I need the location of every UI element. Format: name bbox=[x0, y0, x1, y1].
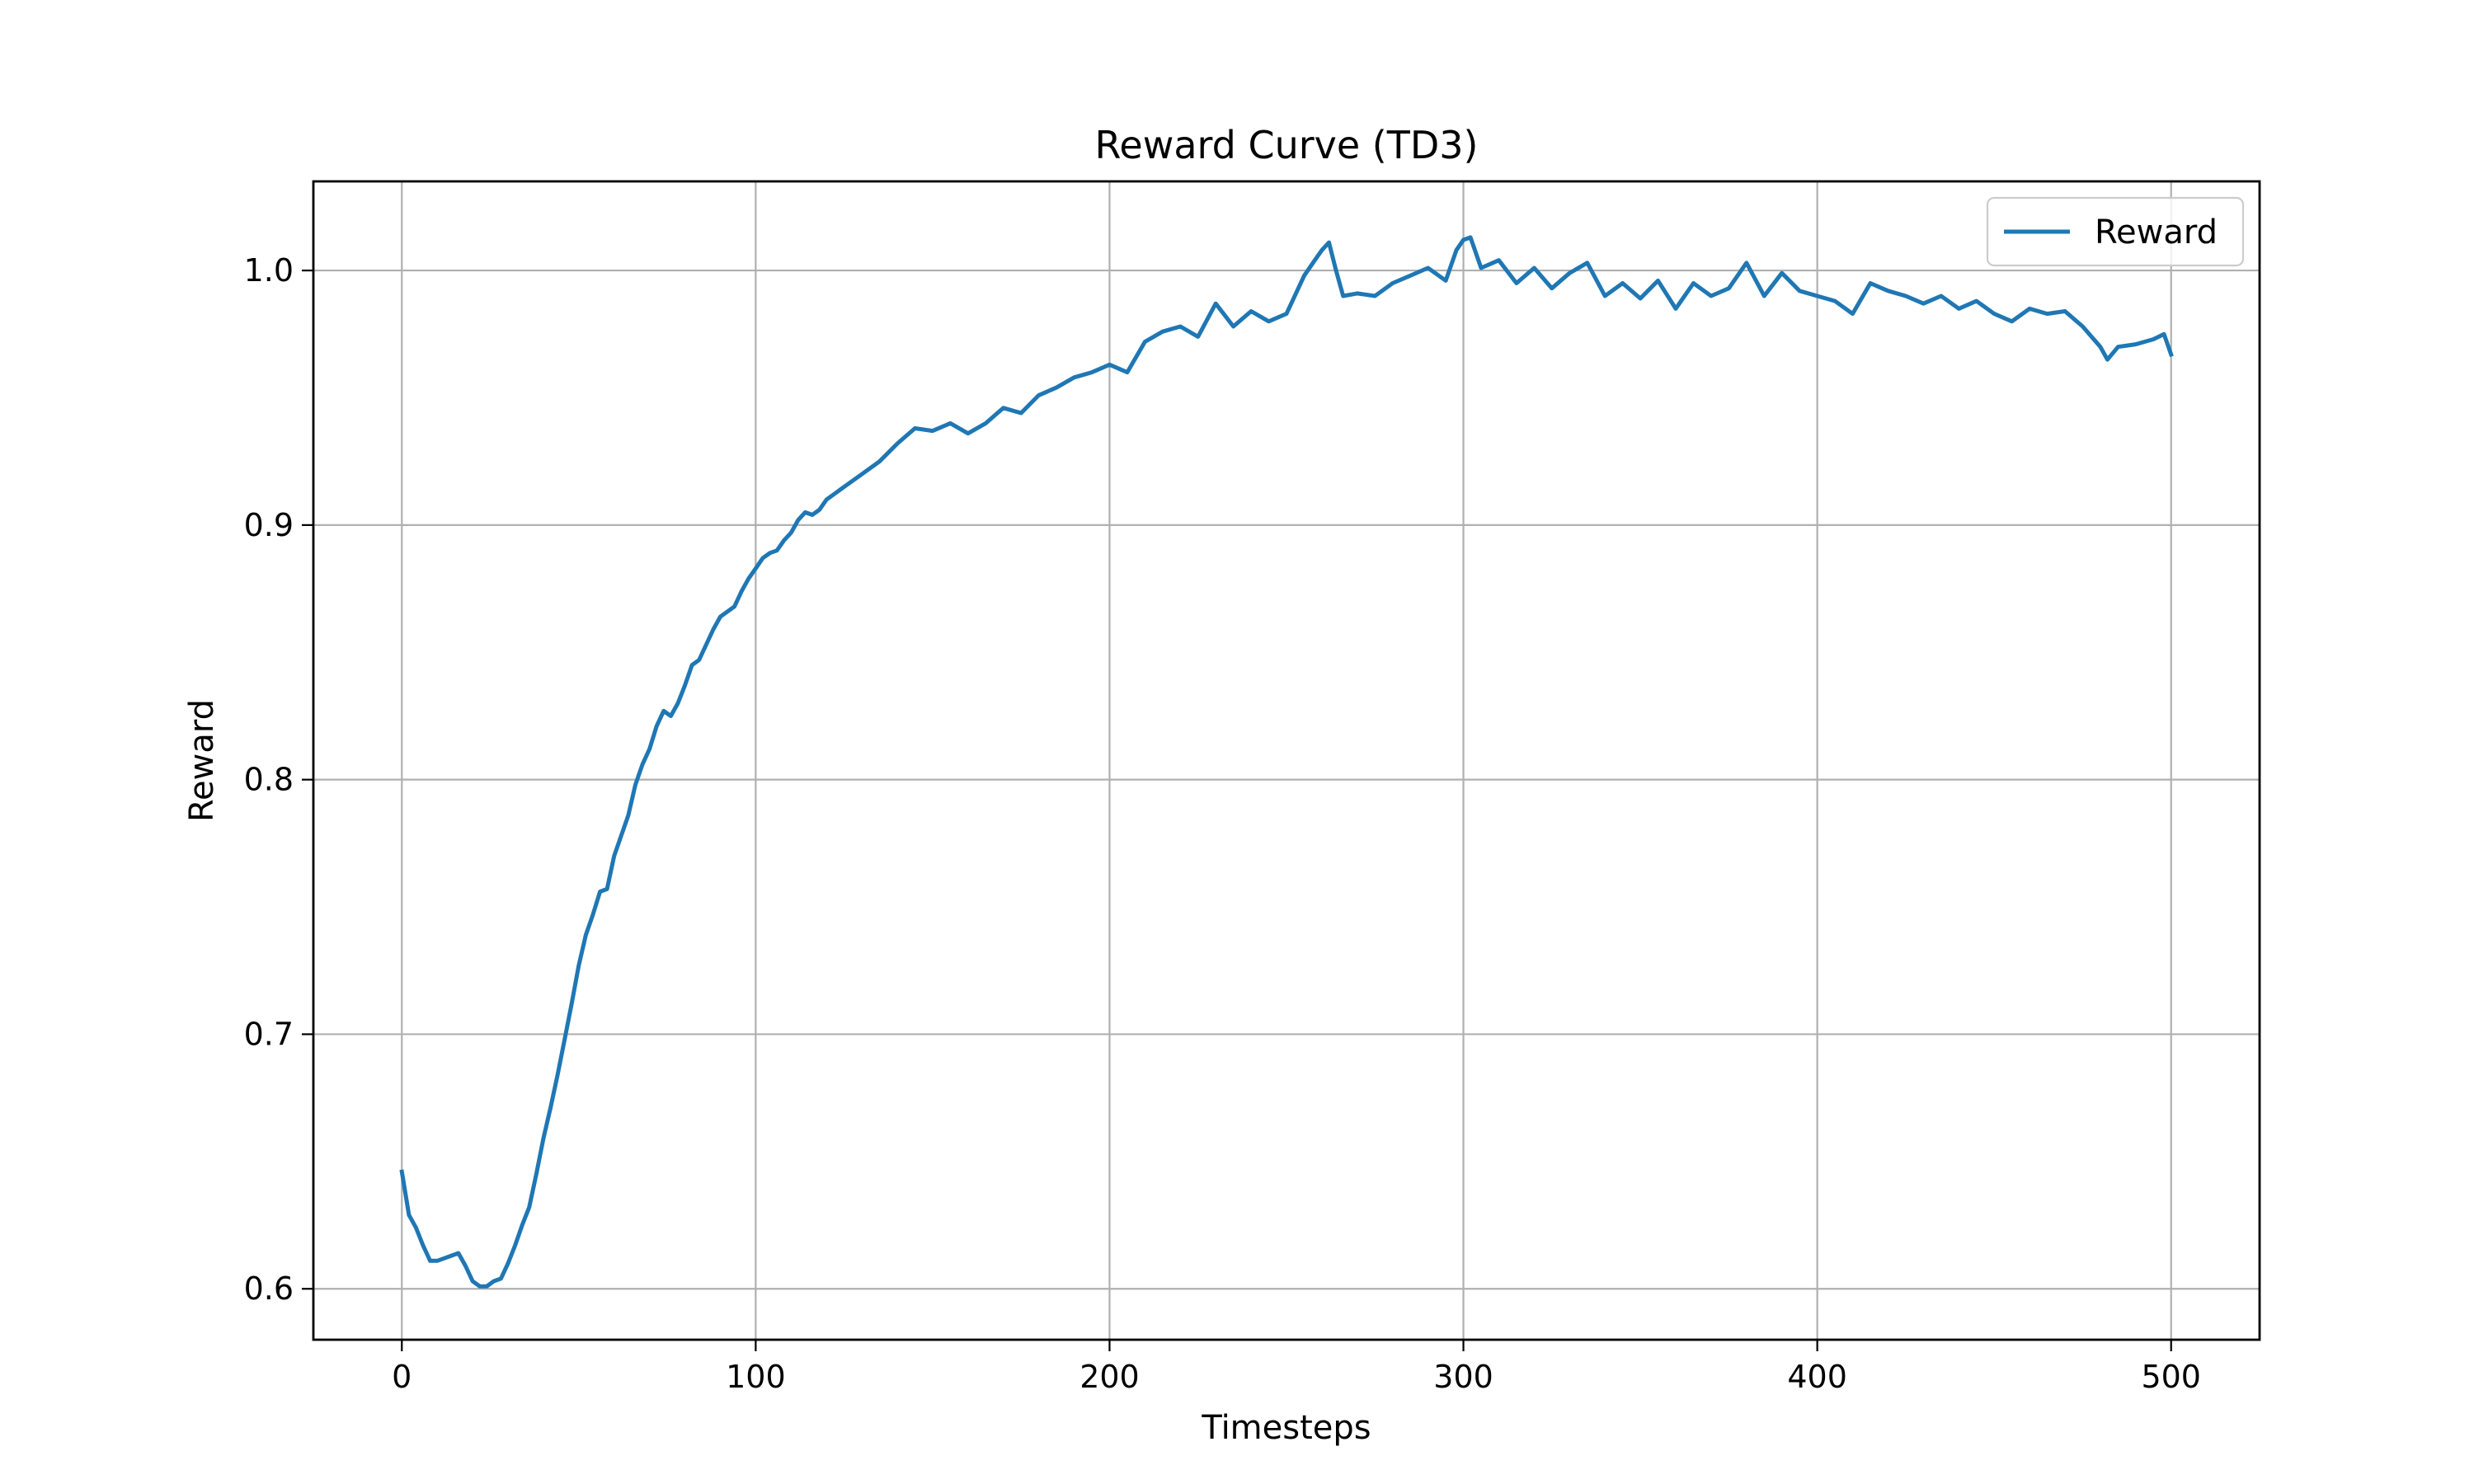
axis-ticks: 0 100 200 300 400 500 0.6 0.7 0.8 0.9 1.0 bbox=[244, 252, 2201, 1395]
y-tick-label: 0.7 bbox=[244, 1016, 294, 1052]
x-axis-label: Timesteps bbox=[1201, 1409, 1371, 1447]
y-tick-label: 0.9 bbox=[244, 507, 294, 543]
y-tick-label: 1.0 bbox=[244, 252, 294, 289]
legend: Reward bbox=[1986, 196, 2245, 267]
chart-title: Reward Curve (TD3) bbox=[1095, 123, 1479, 167]
x-tick-label: 300 bbox=[1433, 1359, 1493, 1395]
series-layer bbox=[399, 235, 2174, 1289]
legend-label-reward: Reward bbox=[2095, 214, 2218, 251]
y-tick-label: 0.6 bbox=[244, 1270, 294, 1307]
legend-box bbox=[1986, 196, 2245, 267]
x-tick-label: 100 bbox=[726, 1359, 786, 1395]
y-tick-label: 0.8 bbox=[244, 762, 294, 798]
x-tick-label: 400 bbox=[1787, 1359, 1847, 1395]
y-axis-label: Reward bbox=[183, 699, 221, 822]
x-tick-label: 500 bbox=[2141, 1359, 2201, 1395]
series-line-reward bbox=[399, 235, 2174, 1289]
plot-frame bbox=[312, 180, 2261, 1341]
x-tick-label: 0 bbox=[392, 1359, 412, 1395]
x-tick-label: 200 bbox=[1079, 1359, 1140, 1395]
